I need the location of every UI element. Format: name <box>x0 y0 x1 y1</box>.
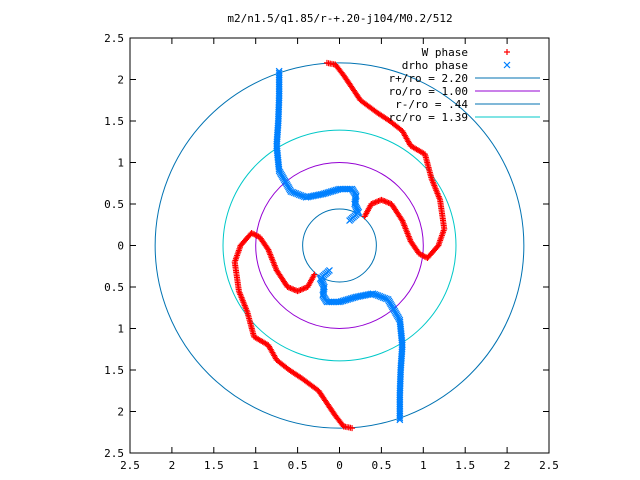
x-tick-label: 1 <box>252 459 259 472</box>
drho-phase-point <box>326 266 333 274</box>
x-tick-label: 1 <box>420 459 427 472</box>
y-tick-label: 1.5 <box>104 115 124 128</box>
y-tick-label: 2 <box>117 74 124 87</box>
w-phase-point <box>423 254 430 261</box>
legend-label: ro/ro = 1.00 <box>389 85 468 98</box>
y-tick-label: 2 <box>117 406 124 419</box>
x-tick-label: 1.5 <box>455 459 475 472</box>
circle-1 <box>255 162 424 329</box>
radius-circles <box>154 62 525 429</box>
w-phase-point <box>251 231 258 238</box>
w-phase-point <box>418 252 425 259</box>
drho-phase-point <box>346 217 353 225</box>
x-tick-label: 2.5 <box>120 459 140 472</box>
w-phase-point <box>421 253 428 260</box>
y-tick-label: 2.5 <box>104 32 124 45</box>
x-tick-label: 2.5 <box>539 459 559 472</box>
legend-marker <box>504 49 510 55</box>
w-phase-point <box>248 230 255 237</box>
legend-label: r-/ro = .44 <box>395 98 468 111</box>
chart-title: m2/n1.5/q1.85/r-+.20-j104/M0.2/512 <box>227 12 452 25</box>
legend-marker <box>503 61 511 69</box>
legend-label: W phase <box>422 46 468 59</box>
w-phase-point <box>361 213 368 220</box>
plot-frame <box>129 37 550 454</box>
y-tick-label: 0 <box>117 240 124 253</box>
y-tick-label: 0.5 <box>104 198 124 211</box>
data-points <box>231 59 448 432</box>
w-phase-point <box>254 232 261 239</box>
legend-label: rc/ro = 1.39 <box>389 111 468 124</box>
legend-label: drho phase <box>402 59 468 72</box>
y-tick-label: 1 <box>117 157 124 170</box>
circle-3 <box>222 129 457 362</box>
x-tick-label: 0.5 <box>371 459 391 472</box>
y-tick-label: 0.5 <box>104 281 124 294</box>
x-tick-label: 1.5 <box>204 459 224 472</box>
x-tick-label: 0.5 <box>288 459 308 472</box>
y-tick-label: 1.5 <box>104 364 124 377</box>
w-phase-point <box>252 232 259 239</box>
x-tick-label: 2 <box>504 459 511 472</box>
w-phase-point <box>420 252 427 259</box>
w-phase-point <box>424 254 431 261</box>
x-tick-label: 2 <box>169 459 176 472</box>
w-phase-point <box>311 271 318 278</box>
axis-ticks: 2.5 2 1.5 1 0.5 0 0.5 1 1.5 2 2.52.521.510.500.511… <box>104 32 559 472</box>
w-phase-point <box>249 230 256 237</box>
x-tick-label: 0 <box>336 459 343 472</box>
y-tick-label: 1 <box>117 323 124 336</box>
circle-2 <box>302 208 377 283</box>
circle-0 <box>154 62 525 429</box>
y-tick-label: 2.5 <box>104 447 124 460</box>
legend-label: r+/ro = 2.20 <box>389 72 468 85</box>
